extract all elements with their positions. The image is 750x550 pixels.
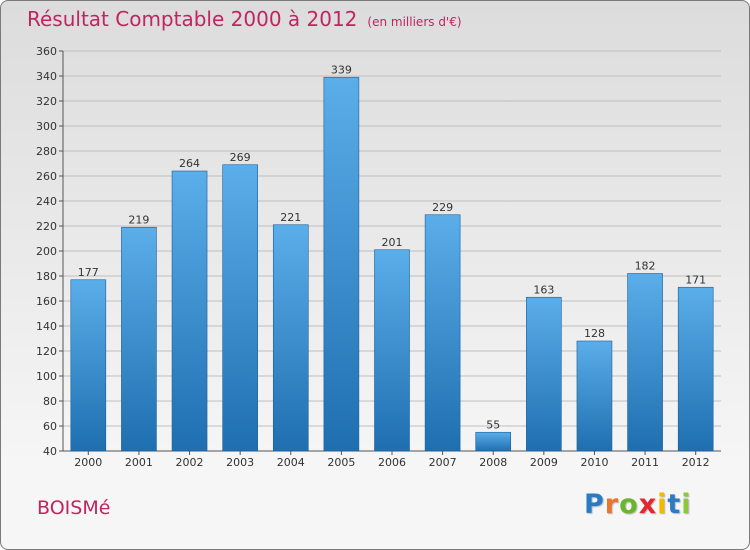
- bar-value-label: 221: [280, 211, 301, 224]
- y-tick-label: 80: [43, 395, 57, 408]
- logo-letter: i: [681, 489, 692, 520]
- bar-2005: [323, 76, 360, 452]
- y-tick-label: 180: [36, 270, 57, 283]
- bar-2008: [475, 431, 512, 452]
- bar-value-label: 55: [486, 418, 500, 431]
- bar-2002: [171, 170, 208, 452]
- bar-2006: [374, 249, 410, 452]
- y-tick-label: 60: [43, 420, 57, 433]
- x-tick-label: 2001: [125, 456, 153, 469]
- y-tick-label: 200: [36, 245, 57, 258]
- logo-letter: P: [584, 489, 605, 520]
- bar-2003: [222, 164, 258, 452]
- bar-2011: [627, 273, 663, 452]
- bar-value-label: 182: [635, 260, 656, 273]
- bar-value-label: 171: [685, 273, 706, 286]
- bar-value-label: 163: [533, 283, 554, 296]
- y-tick-label: 40: [43, 445, 57, 458]
- x-tick-label: 2002: [176, 456, 204, 469]
- bar-value-label: 201: [382, 236, 403, 249]
- bar-value-label: 177: [78, 266, 99, 279]
- logo-letter: r: [604, 489, 620, 520]
- x-tick-label: 2006: [378, 456, 406, 469]
- y-tick-label: 360: [36, 45, 57, 58]
- x-tick-label: 2003: [226, 456, 254, 469]
- y-tick-label: 100: [36, 370, 57, 383]
- bar-2010: [576, 340, 613, 452]
- chart-title-text: Résultat Comptable 2000 à 2012: [27, 7, 358, 31]
- x-tick-label: 2008: [479, 456, 507, 469]
- bar-value-label: 219: [128, 213, 149, 226]
- x-tick-label: 2009: [530, 456, 558, 469]
- bar-2004: [272, 224, 309, 452]
- chart-title: Résultat Comptable 2000 à 2012 (en millie…: [27, 7, 462, 31]
- commune-name: BOISMé: [37, 497, 111, 519]
- y-tick-label: 220: [36, 220, 57, 233]
- bar-2009: [526, 296, 562, 452]
- y-tick-label: 260: [36, 170, 57, 183]
- bar-2007: [424, 214, 461, 452]
- bar-value-label: 264: [179, 157, 200, 170]
- labels: 40 60 80 100 120 140 160 180 200 220 240 260 280 300 3…: [36, 45, 710, 469]
- y-tick-label: 140: [36, 320, 57, 333]
- bar-value-label: 269: [230, 151, 251, 164]
- y-tick-label: 320: [36, 95, 57, 108]
- y-tick-label: 280: [36, 145, 57, 158]
- y-tick-label: 340: [36, 70, 57, 83]
- x-tick-label: 2012: [682, 456, 710, 469]
- logo-letter: o: [619, 489, 639, 520]
- y-tick-label: 160: [36, 295, 57, 308]
- y-tick-label: 240: [36, 195, 57, 208]
- bars: [70, 76, 714, 452]
- chart-subtitle: (en milliers d'€): [367, 15, 462, 29]
- x-tick-label: 2000: [74, 456, 102, 469]
- bar-2001: [121, 226, 157, 452]
- x-tick-label: 2010: [580, 456, 608, 469]
- bar-value-label: 128: [584, 327, 605, 340]
- x-tick-label: 2007: [429, 456, 457, 469]
- x-tick-label: 2005: [327, 456, 355, 469]
- logo-letter: t: [667, 489, 682, 520]
- bar-value-label: 339: [331, 63, 352, 76]
- logo-letter: i: [657, 489, 668, 520]
- y-tick-label: 120: [36, 345, 57, 358]
- proxiti-logo[interactable]: Proxiti: [584, 489, 692, 520]
- logo-letter: x: [638, 489, 658, 520]
- bar-value-label: 229: [432, 201, 453, 214]
- x-tick-label: 2004: [277, 456, 305, 469]
- bar-2012: [677, 286, 714, 452]
- x-tick-label: 2011: [631, 456, 659, 469]
- y-tick-label: 300: [36, 120, 57, 133]
- bar-2000: [70, 279, 107, 452]
